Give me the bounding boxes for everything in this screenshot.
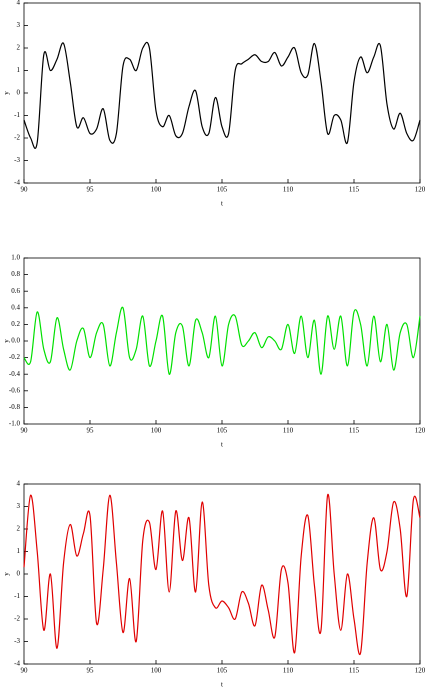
plot-area <box>23 257 421 425</box>
y-tick-label: -1 <box>14 111 20 119</box>
x-tick-label: 115 <box>349 667 360 675</box>
y-tick-label: 0.6 <box>11 287 20 295</box>
x-tick-label: 115 <box>349 427 360 435</box>
x-tick-label: 120 <box>415 667 425 675</box>
series-line <box>23 306 421 375</box>
plot-area <box>23 483 421 665</box>
x-tick-label: 110 <box>283 667 294 675</box>
x-tick-label: 105 <box>217 667 228 675</box>
x-tick-label: 105 <box>217 427 228 435</box>
x-tick-label: 100 <box>151 427 162 435</box>
x-tick-label: 115 <box>349 186 360 194</box>
y-tick-label: -1 <box>14 592 20 600</box>
y-tick-label: 0.4 <box>11 303 20 311</box>
y-tick-label: 1 <box>17 66 21 74</box>
y-tick-label: 0.8 <box>11 270 20 278</box>
x-tick-label: 90 <box>21 186 29 194</box>
y-tick-label: -3 <box>14 637 20 645</box>
x-axis-label: t <box>221 441 223 449</box>
y-tick-label: 4 <box>17 480 21 488</box>
y-tick-label: -3 <box>14 156 20 164</box>
y-axis-label: y <box>3 572 11 576</box>
y-tick-label: -2 <box>14 134 20 142</box>
y-tick-label: 0.2 <box>11 320 20 328</box>
x-tick-label: 110 <box>283 186 294 194</box>
y-tick-label: 4 <box>17 0 21 7</box>
y-tick-label: 1 <box>17 547 21 555</box>
y-tick-label: -0.6 <box>9 386 21 394</box>
x-tick-label: 90 <box>21 667 29 675</box>
series-line <box>23 41 421 149</box>
x-tick-label: 110 <box>283 427 294 435</box>
y-tick-label: -1.0 <box>9 420 21 428</box>
y-axis-label: y <box>3 91 11 95</box>
y-axis-label: y <box>3 339 11 343</box>
x-axis-label: t <box>221 200 223 208</box>
y-tick-label: 0.0 <box>11 337 20 345</box>
x-tick-label: 105 <box>217 186 228 194</box>
y-tick-label: -4 <box>14 660 20 668</box>
y-tick-label: -0.2 <box>9 353 21 361</box>
y-tick-label: -0.8 <box>9 403 21 411</box>
y-tick-label: -2 <box>14 615 20 623</box>
y-tick-label: 3 <box>17 502 21 510</box>
y-tick-label: 0 <box>17 89 21 97</box>
series-line <box>23 493 421 656</box>
x-tick-label: 95 <box>87 186 95 194</box>
plot-area <box>23 2 421 184</box>
x-tick-label: 120 <box>415 427 425 435</box>
x-axis-label: t <box>221 681 223 688</box>
x-tick-label: 95 <box>87 427 95 435</box>
x-tick-label: 95 <box>87 667 95 675</box>
y-tick-label: 2 <box>17 44 21 52</box>
x-tick-label: 100 <box>151 667 162 675</box>
x-tick-label: 120 <box>415 186 425 194</box>
x-tick-label: 90 <box>21 427 29 435</box>
y-tick-label: 2 <box>17 525 21 533</box>
y-tick-label: 1.0 <box>11 254 20 262</box>
y-tick-label: 0 <box>17 570 21 578</box>
y-tick-label: 3 <box>17 21 21 29</box>
y-tick-label: -0.4 <box>9 370 21 378</box>
x-tick-label: 100 <box>151 186 162 194</box>
y-tick-label: -4 <box>14 179 20 187</box>
